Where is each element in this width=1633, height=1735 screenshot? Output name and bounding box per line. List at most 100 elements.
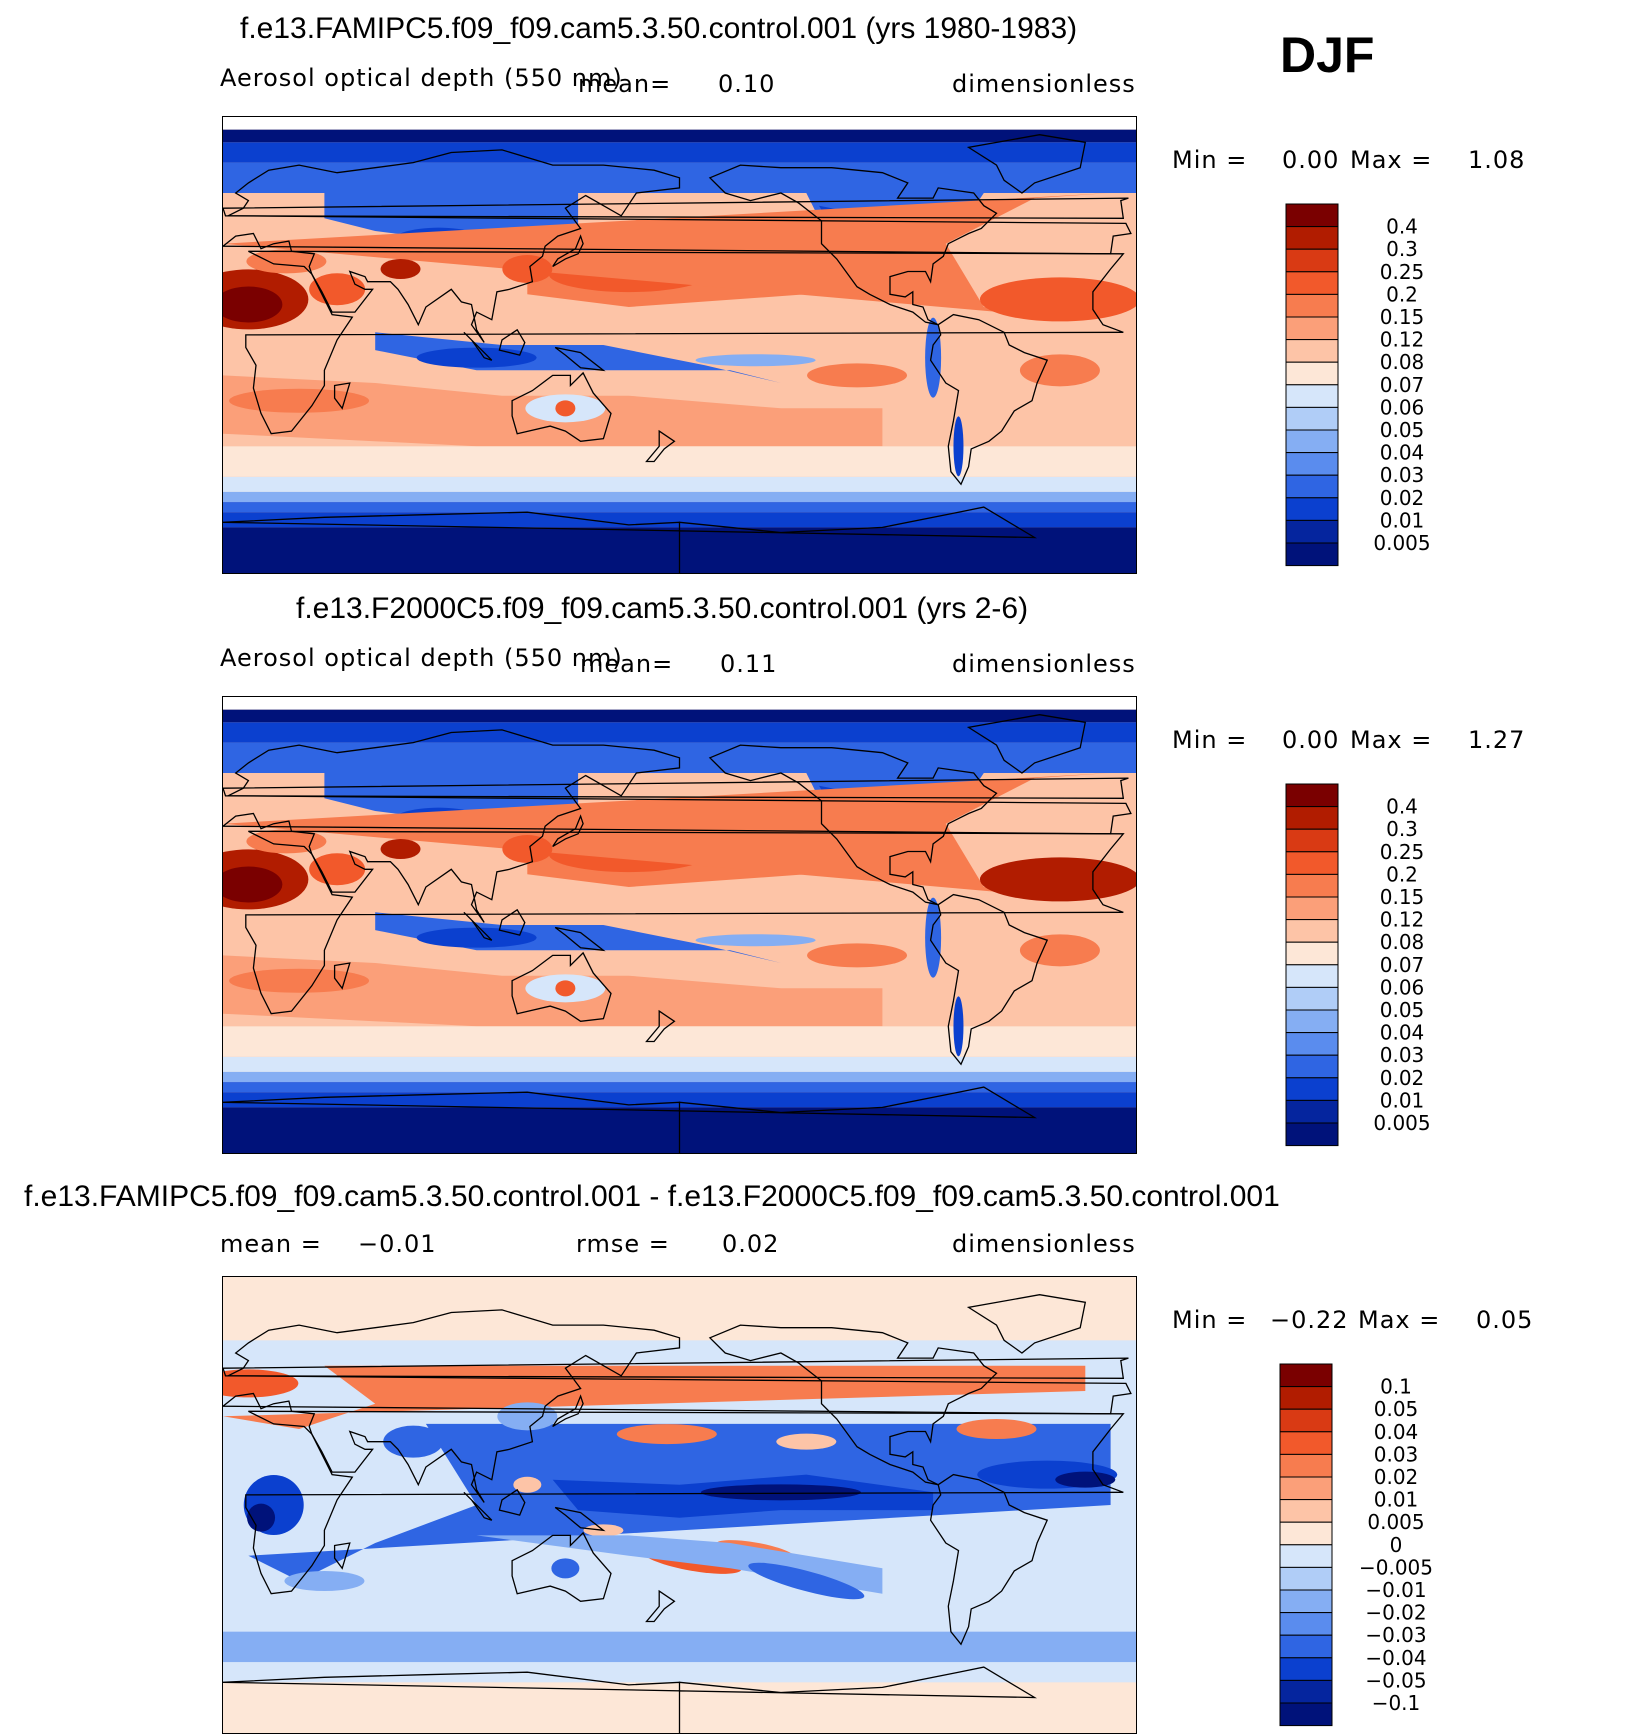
colorbar-tick-label: 0.06 bbox=[1380, 395, 1425, 419]
coastline bbox=[645, 1009, 676, 1043]
field-band bbox=[223, 117, 1136, 130]
coastline bbox=[511, 1531, 612, 1602]
field-blob bbox=[925, 897, 942, 978]
field-band bbox=[223, 1071, 1136, 1083]
field-blob bbox=[953, 996, 964, 1057]
panel-bottom-map bbox=[222, 1276, 1137, 1734]
field-band bbox=[223, 1277, 1136, 1341]
coastline bbox=[511, 371, 612, 442]
field-blob bbox=[246, 829, 327, 854]
colorbar-swatch bbox=[1285, 293, 1339, 318]
colorbar-tick-label: 0.005 bbox=[1373, 1111, 1430, 1135]
coastline bbox=[223, 197, 1129, 219]
panel-bottom-min-value: −0.22 bbox=[1270, 1306, 1349, 1334]
colorbar-swatch bbox=[1285, 806, 1339, 830]
colorbar-swatch bbox=[1279, 1453, 1333, 1478]
field-blob bbox=[1055, 1471, 1116, 1488]
colorbar-swatch bbox=[1279, 1476, 1333, 1501]
field-blob bbox=[380, 259, 421, 279]
colorbar-tick-label: 0.1 bbox=[1380, 1375, 1412, 1399]
field-region bbox=[223, 193, 1111, 320]
field-blob bbox=[979, 857, 1136, 902]
coastline bbox=[333, 962, 351, 990]
panel-top-map-svg bbox=[223, 117, 1136, 573]
coastline bbox=[223, 729, 1132, 923]
panel-top-mean-value: 0.10 bbox=[718, 70, 776, 98]
field-blob bbox=[1019, 934, 1100, 967]
colorbar-tick-label: 0.04 bbox=[1380, 1021, 1425, 1045]
field-band bbox=[223, 1082, 1136, 1093]
field-band bbox=[223, 512, 1136, 528]
field-blob bbox=[776, 1433, 837, 1450]
panel-top-title: f.e13.FAMIPC5.f09_f09.cam5.3.50.control.… bbox=[240, 12, 1078, 45]
colorbar-swatch bbox=[1285, 896, 1339, 921]
colorbar-tick-label: 0.01 bbox=[1380, 1088, 1425, 1112]
colorbar-tick-label: 0.12 bbox=[1380, 328, 1425, 352]
colorbar-tick-label: 0.03 bbox=[1374, 1442, 1419, 1466]
field-blob bbox=[416, 927, 537, 948]
colorbar-swatch bbox=[1279, 1499, 1333, 1523]
panel-top-units: dimensionless bbox=[952, 70, 1136, 98]
colorbar-tick-label: 0.005 bbox=[1367, 1510, 1424, 1534]
panel-bottom-rmse-label: rmse = bbox=[576, 1230, 670, 1258]
coastline bbox=[929, 893, 1049, 1066]
field-blob bbox=[695, 354, 816, 367]
colorbar-swatch bbox=[1279, 1566, 1333, 1591]
field-blob bbox=[979, 277, 1136, 322]
colorbar-tick-label: 0.05 bbox=[1374, 1397, 1419, 1421]
colorbar-tick-label: 0.15 bbox=[1380, 885, 1425, 909]
coastline bbox=[929, 1473, 1049, 1646]
field-blob bbox=[748, 1562, 865, 1600]
coastline bbox=[223, 1357, 1129, 1379]
panel-bottom-min-label: Min = bbox=[1172, 1306, 1248, 1334]
panel-bottom-max-value: 0.05 bbox=[1476, 1306, 1534, 1334]
coastline bbox=[223, 777, 1129, 799]
panel-top-mean-label: mean= bbox=[578, 70, 672, 98]
colorbar-swatch bbox=[1285, 497, 1339, 521]
field-blob bbox=[383, 1425, 444, 1458]
colorbar-tick-label: 0.15 bbox=[1380, 305, 1425, 329]
season-label: DJF bbox=[1280, 27, 1375, 83]
coastline bbox=[498, 1488, 526, 1516]
colorbar-swatch bbox=[1285, 919, 1339, 943]
coastline bbox=[966, 134, 1087, 194]
colorbar-tick-label: 0.06 bbox=[1380, 975, 1425, 999]
coastline bbox=[245, 250, 1125, 435]
colorbar-tick-label: 0.01 bbox=[1380, 508, 1425, 532]
coastline bbox=[708, 1324, 998, 1486]
colorbar-swatch bbox=[1285, 339, 1339, 363]
colorbar-swatch bbox=[1285, 941, 1339, 966]
panel-top-max-label: Max = bbox=[1350, 146, 1433, 174]
colorbar-swatch bbox=[1285, 248, 1339, 273]
field-blob bbox=[309, 853, 366, 886]
panel-top-colorbar: 0.4 0.3 0.25 0.2 0.15 0.12 0.08 0.07 0.06 0.05 0.0… bbox=[1285, 203, 1446, 567]
colorbar-swatch bbox=[1279, 1386, 1333, 1410]
field-blob bbox=[956, 1419, 1037, 1439]
coastline bbox=[552, 1394, 584, 1428]
colorbar-tick-label: 0.4 bbox=[1386, 215, 1418, 239]
colorbar-swatch bbox=[1285, 851, 1339, 875]
field-band bbox=[223, 709, 1136, 723]
panel-top-min-value: 0.00 bbox=[1282, 146, 1340, 174]
coastline bbox=[463, 331, 493, 361]
colorbar-tick-label: −0.02 bbox=[1365, 1601, 1426, 1625]
field-region bbox=[223, 773, 1111, 900]
field-blob bbox=[700, 1484, 861, 1501]
colorbar-swatch bbox=[1285, 316, 1339, 341]
colorbar-tick-label: 0.3 bbox=[1386, 817, 1418, 841]
panel-middle-map-svg bbox=[223, 697, 1136, 1153]
colorbar-swatch bbox=[1279, 1521, 1333, 1546]
colorbar-swatch bbox=[1285, 783, 1339, 808]
coastline bbox=[498, 908, 526, 936]
field-band bbox=[223, 142, 1136, 163]
coastline bbox=[554, 1506, 606, 1532]
colorbar-swatch bbox=[1285, 1032, 1339, 1056]
panel-bottom-title: f.e13.FAMIPC5.f09_f09.cam5.3.50.control.… bbox=[24, 1180, 1280, 1213]
coastline bbox=[554, 346, 606, 372]
field-blob bbox=[695, 934, 816, 947]
field-blob bbox=[247, 1503, 276, 1532]
colorbar-swatch bbox=[1285, 519, 1339, 544]
colorbar-swatch bbox=[1285, 542, 1339, 567]
field-blob bbox=[807, 943, 908, 968]
coastline bbox=[552, 814, 584, 848]
